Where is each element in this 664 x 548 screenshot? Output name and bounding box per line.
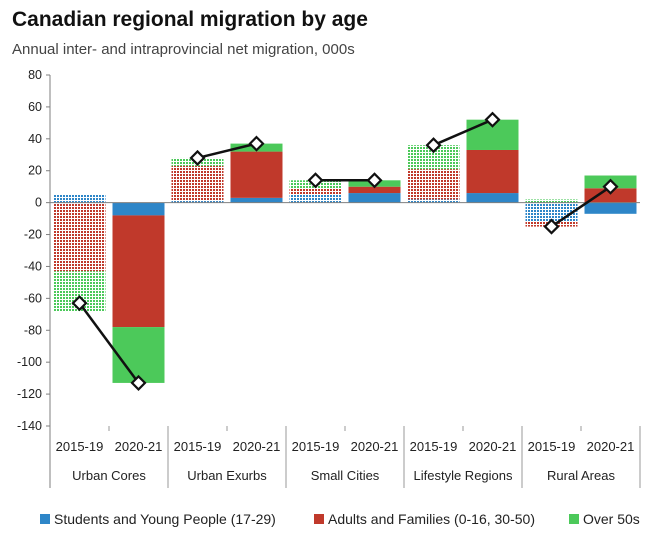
bar-students-9: [584, 202, 637, 214]
legend-label-adults: Adults and Families (0-16, 30-50): [328, 511, 535, 527]
bar-adults-2: [171, 165, 224, 202]
bar-adults-0: [53, 202, 106, 272]
legend-swatch-students: [40, 514, 50, 524]
bar-over50-1: [112, 327, 165, 383]
x-group-label: Small Cities: [311, 468, 380, 483]
total-marker-0: [71, 295, 88, 312]
total-marker-7: [484, 111, 501, 128]
y-tick-label: 80: [28, 68, 42, 82]
x-category-label: 2020-21: [351, 439, 399, 454]
x-category-label: 2015-19: [56, 439, 104, 454]
total-marker-1: [130, 374, 147, 391]
total-marker-5: [366, 172, 383, 189]
y-tick-label: -60: [24, 291, 42, 305]
bar-students-2: [171, 201, 224, 203]
legend-label-students: Students and Young People (17-29): [54, 511, 276, 527]
y-tick-label: 0: [35, 196, 42, 210]
x-category-label: 2020-21: [469, 439, 517, 454]
x-category-label: 2020-21: [587, 439, 635, 454]
total-marker-8: [543, 218, 560, 235]
total-line: [71, 111, 619, 391]
x-axis: 2015-19 2020-21 2015-19 2020-21 2015-19 2020-…: [56, 426, 641, 488]
bar-adults-6: [407, 169, 460, 200]
bar-adults-5: [348, 186, 401, 194]
total-line-segment-3: [433, 118, 493, 147]
chart-subtitle: Annual inter- and intraprovincial net mi…: [12, 41, 355, 58]
chart-title: Canadian regional migration by age: [12, 8, 368, 31]
legend-swatch-adults: [314, 514, 324, 524]
total-marker-4: [307, 172, 324, 189]
bar-students-1: [112, 202, 165, 216]
y-tick-label: -100: [17, 355, 42, 369]
total-marker-3: [248, 135, 265, 152]
total-line-segment-1: [197, 142, 257, 160]
x-group-label: Urban Cores: [72, 468, 146, 483]
bar-adults-3: [230, 151, 283, 198]
y-tick-label: 20: [28, 164, 42, 178]
y-tick-label: -40: [24, 259, 42, 273]
bar-students-4: [289, 194, 342, 203]
y-tick-label: -80: [24, 323, 42, 337]
bar-students-3: [230, 197, 283, 203]
y-tick-label: 40: [28, 132, 42, 146]
bar-adults-1: [112, 215, 165, 328]
bar-students-5: [348, 193, 401, 203]
bar-students-0: [53, 194, 106, 203]
y-axis: 80 60 40 20 0 -20 -40 -60 -80 -100 -120 -140: [17, 68, 51, 488]
x-category-label: 2015-19: [292, 439, 340, 454]
y-tick-label: -20: [24, 228, 42, 242]
bar-adults-7: [466, 149, 519, 194]
x-category-label: 2015-19: [528, 439, 576, 454]
x-group-label: Rural Areas: [547, 468, 615, 483]
bar-over50-8: [525, 199, 578, 203]
legend-label-over50: Over 50s: [583, 511, 640, 527]
bar-adults-4: [289, 188, 342, 195]
x-category-label: 2020-21: [115, 439, 163, 454]
total-line-segment-4: [550, 185, 612, 228]
y-tick-label: -140: [17, 419, 42, 433]
x-category-label: 2015-19: [410, 439, 458, 454]
x-group-label: Urban Exurbs: [187, 468, 267, 483]
y-tick-label: 60: [28, 100, 42, 114]
bars: [50, 119, 640, 383]
bar-adults-9: [584, 188, 637, 203]
total-marker-2: [189, 149, 206, 167]
total-marker-9: [602, 178, 619, 195]
total-line-segment-0: [78, 302, 140, 384]
x-category-label: 2015-19: [174, 439, 222, 454]
x-category-label: 2020-21: [233, 439, 281, 454]
legend: Students and Young People (17-29) Adults …: [40, 511, 640, 527]
y-tick-label: -120: [17, 387, 42, 401]
x-group-label: Lifestyle Regions: [414, 468, 513, 483]
legend-swatch-over50: [569, 514, 579, 524]
bar-students-6: [407, 199, 460, 203]
bar-over50-6: [407, 145, 460, 170]
bar-students-7: [466, 193, 519, 203]
total-marker-6: [425, 137, 442, 154]
